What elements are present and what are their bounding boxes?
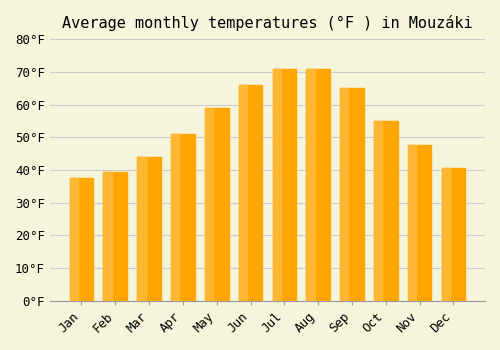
Bar (171, 134, 194, 301)
Bar (238, 85, 247, 301)
Bar (104, 172, 112, 301)
Bar (205, 108, 229, 301)
Bar (340, 88, 348, 301)
Bar (306, 69, 330, 301)
Bar (340, 88, 364, 301)
Bar (306, 69, 314, 301)
Bar (70, 178, 94, 301)
Bar (272, 69, 281, 301)
Bar (70, 178, 78, 301)
Bar (272, 69, 296, 301)
Title: Average monthly temperatures (°F ) in Mouzáki: Average monthly temperatures (°F ) in Mo… (62, 15, 472, 31)
Bar (374, 121, 382, 301)
Bar (205, 108, 213, 301)
Bar (138, 157, 161, 301)
Bar (171, 134, 179, 301)
Bar (408, 146, 416, 301)
Bar (442, 168, 450, 301)
Bar (442, 168, 465, 301)
Bar (238, 85, 262, 301)
Bar (408, 146, 432, 301)
Bar (104, 172, 127, 301)
Bar (138, 157, 145, 301)
Bar (374, 121, 398, 301)
